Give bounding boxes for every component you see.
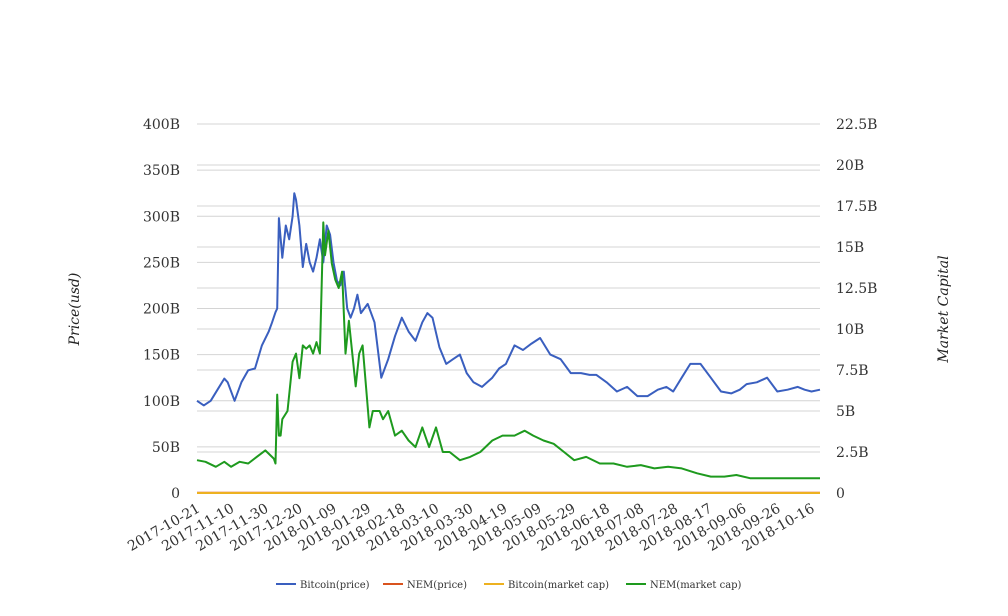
y-right-tick-label: 15B — [836, 240, 864, 256]
y-right-tick-label: 12.5B — [836, 281, 877, 297]
y-left-tick-label: 300B — [143, 209, 180, 225]
y-left-tick-label: 350B — [143, 163, 180, 179]
legend-label: Bitcoin(market cap) — [508, 580, 609, 591]
y-right-tick-label: 20B — [836, 158, 864, 174]
y-right-tick-label: 5B — [836, 404, 855, 420]
y-right-axis-title: Market Capital — [936, 255, 952, 363]
left-axis-ticks: 0 50B 100B 150B 200B 250B 300B 350B 400B — [143, 117, 180, 502]
y-left-tick-label: 400B — [143, 117, 180, 133]
gridlines — [197, 123, 820, 494]
y-left-tick-label: 0 — [171, 486, 180, 502]
y-left-tick-label: 50B — [152, 440, 180, 456]
y-left-axis-title: Price(usd) — [67, 273, 83, 347]
y-left-tick-label: 150B — [143, 348, 180, 364]
y-left-tick-label: 250B — [143, 255, 180, 271]
legend-label: Bitcoin(price) — [300, 580, 370, 591]
right-axis-ticks: 0 2.5B 5B 7.5B 10B 12.5B 15B 17.5B 20B 22.5B — [836, 117, 877, 502]
legend-label: NEM(market cap) — [650, 580, 742, 591]
x-axis-ticks: 2017-10-212017-11-102017-11-302017-12-20… — [125, 501, 817, 555]
y-right-tick-label: 22.5B — [836, 117, 877, 133]
y-right-tick-label: 7.5B — [836, 363, 869, 379]
y-right-tick-label: 0 — [836, 486, 845, 502]
y-right-tick-label: 2.5B — [836, 445, 869, 461]
y-right-tick-label: 10B — [836, 322, 864, 338]
legend: Bitcoin(price) NEM(price) Bitcoin(market c… — [276, 580, 742, 591]
series-lines — [196, 192, 821, 494]
y-right-tick-label: 17.5B — [836, 199, 877, 215]
y-left-tick-label: 200B — [143, 302, 180, 318]
series-line-0 — [196, 192, 821, 407]
y-left-tick-label: 100B — [143, 394, 180, 410]
legend-label: NEM(price) — [407, 580, 467, 591]
series-line-3 — [196, 221, 820, 480]
